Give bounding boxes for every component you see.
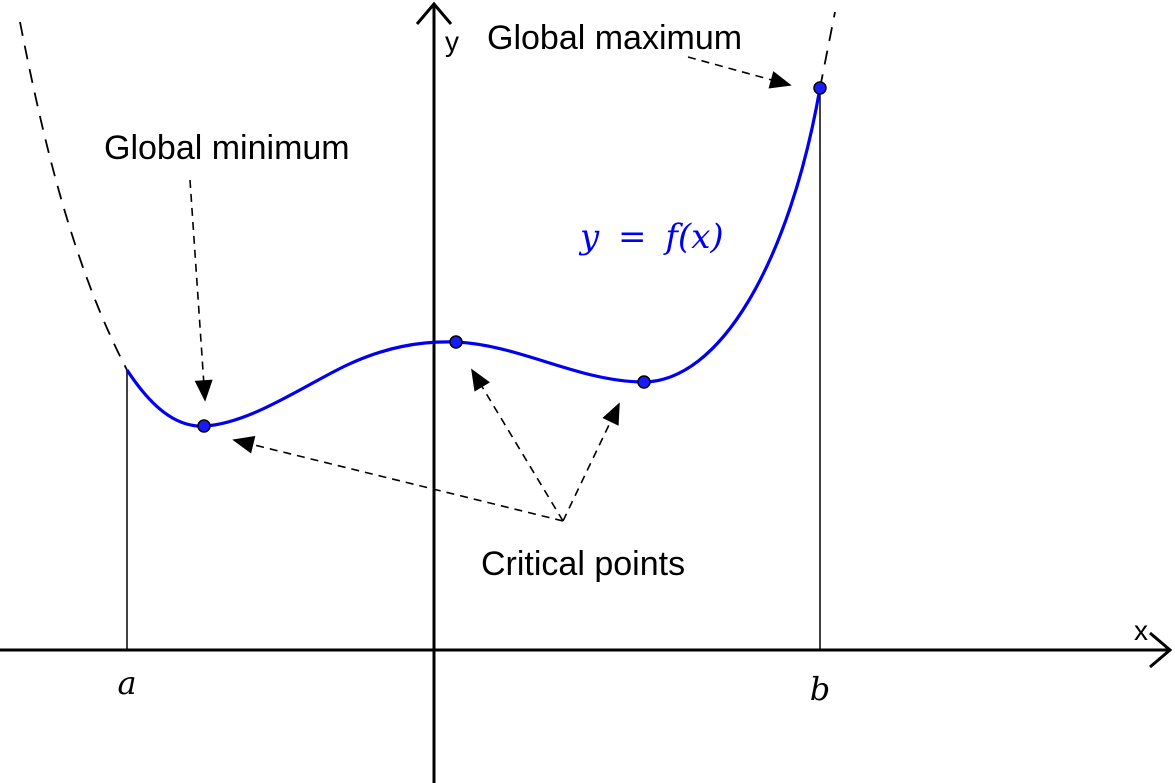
curve-extension-left (19, 21, 128, 371)
local-maximum-point (449, 335, 463, 349)
curve-equation-fx: f(x) (662, 217, 723, 257)
global-minimum-point (197, 419, 211, 433)
critical-arrow-local-min (562, 402, 620, 522)
critical-points-label: Critical points (481, 545, 685, 583)
y-axis-arrowhead (415, 1, 453, 25)
y-axis-label: y (445, 26, 459, 57)
curve-equation-equals: = (618, 217, 647, 257)
global-maximum-point (813, 81, 827, 95)
critical-arrow-local-max (471, 368, 564, 522)
global-max-arrow (687, 56, 792, 89)
x-axis-label: x (1134, 615, 1148, 646)
global-maximum-label: Global maximum (487, 19, 742, 57)
global-minimum-label: Global minimum (104, 129, 350, 167)
b-label: b (810, 670, 830, 708)
local-minimum-point (637, 375, 651, 389)
a-label: a (117, 664, 136, 702)
curve-extension-right (819, 11, 836, 89)
critical-arrow-min (232, 435, 564, 522)
x-axis-arrowhead (1149, 631, 1173, 669)
global-min-arrow (189, 179, 213, 402)
curve-equation-y: y (578, 217, 600, 257)
curve-equation-label: y = f(x) (578, 217, 724, 257)
